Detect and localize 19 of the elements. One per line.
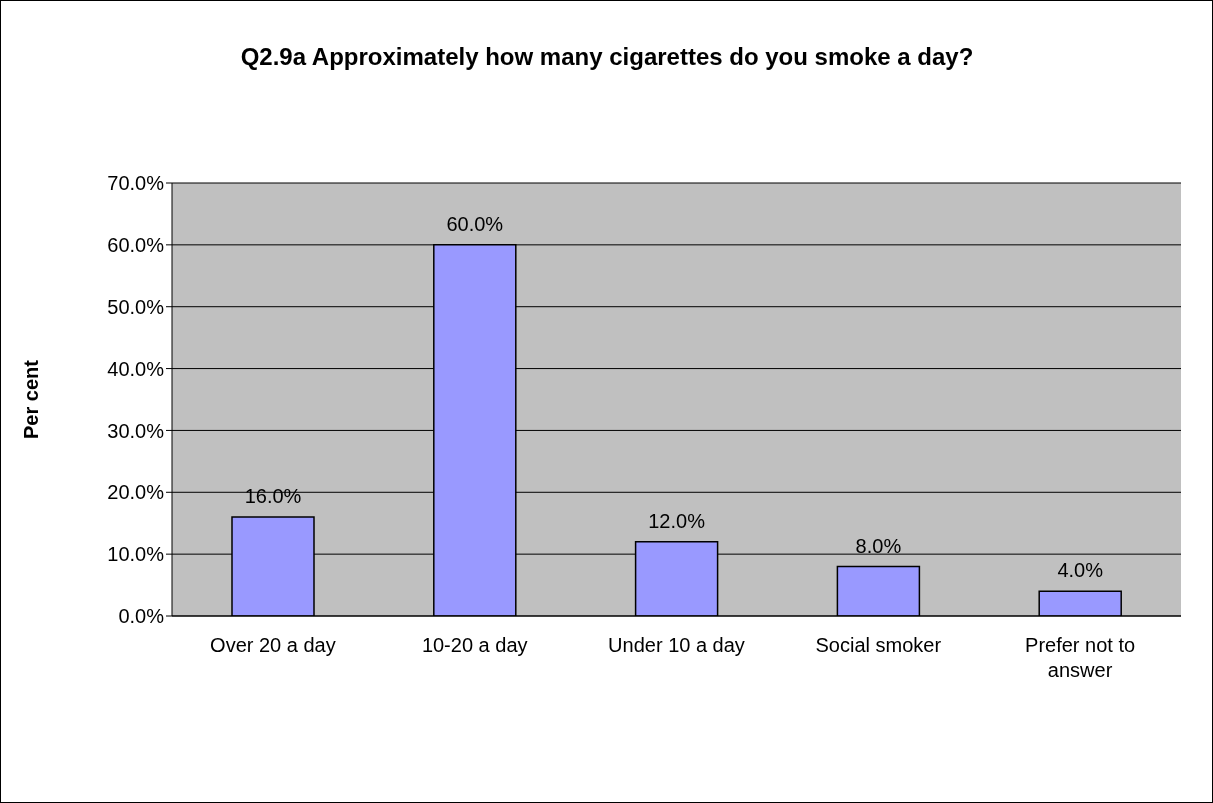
y-tick-label: 10.0% [107,543,165,566]
y-tick-label: 40.0% [107,357,165,380]
chart-title: Q2.9a Approximately how many cigarettes do you smoke a day? [239,42,975,72]
data-label: 12.0% [648,509,706,532]
y-tick-label: 70.0% [107,172,165,195]
x-tick-label: Over 20 a day [210,634,336,656]
y-tick-label: 30.0% [107,419,165,442]
x-tick-label: Social smoker [815,634,942,656]
x-tick-label: Under 10 a day [608,634,745,656]
x-tick-label: Prefer not to answer [1025,634,1136,681]
x-tick-label: 10-20 a day [421,634,528,656]
y-tick-label: 20.0% [107,481,165,504]
y-tick-label: 50.0% [107,295,165,318]
y-axis-title: Per cent [20,359,43,439]
data-label: 60.0% [446,212,504,235]
y-tick-label: 0.0% [118,605,165,628]
y-tick-label: 60.0% [107,233,165,256]
data-label: 4.0% [1057,559,1104,582]
data-label: 8.0% [855,534,902,557]
